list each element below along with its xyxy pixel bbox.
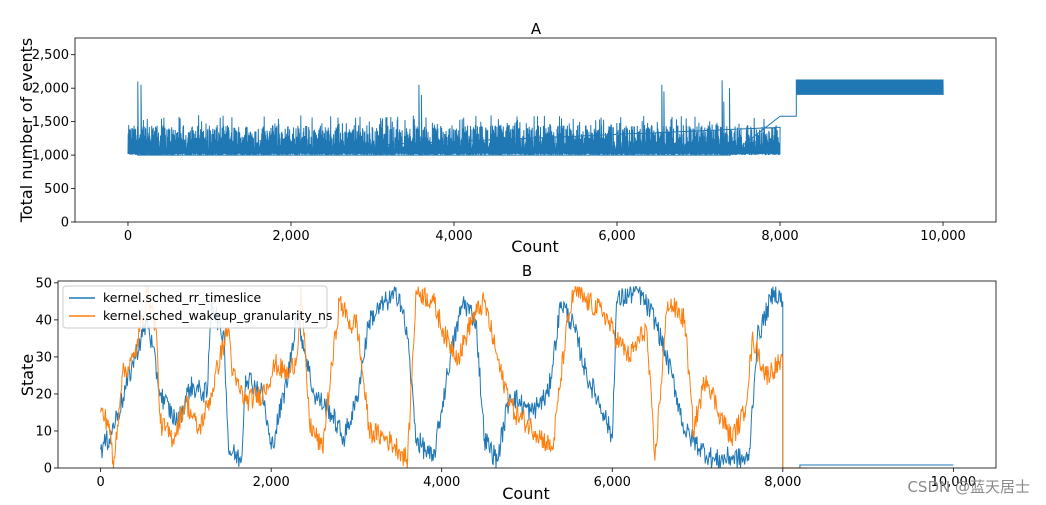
legend-label-rr-timeslice: kernel.sched_rr_timeslice xyxy=(103,290,262,305)
panel-b-y-tick-label: 50 xyxy=(35,276,52,291)
legend: kernel.sched_rr_timeslice kernel.sched_w… xyxy=(62,285,332,329)
panel-b-x-tick-label: 8,000 xyxy=(764,475,801,490)
panel-a-x-tick-label: 10,000 xyxy=(920,229,966,244)
panel-b-x-tick-label: 0 xyxy=(96,475,104,490)
panel-a-x-tick-label: 8,000 xyxy=(761,229,798,244)
panel-a-y-tick-label: 500 xyxy=(44,182,69,197)
panel-b-y-tick-label: 20 xyxy=(35,387,52,402)
panel-b: B 0 10 20 30 40 50 0 2,000 4,000 6,000 8,000 10,00… xyxy=(18,262,997,503)
panel-b-x-axis-label: Count xyxy=(502,484,550,503)
panel-a-y-ticks: 0 500 1,000 1,500 2,000 2,500 xyxy=(32,48,75,231)
series-wakeup-granularity-line xyxy=(100,286,809,469)
panel-b-x-tick-label: 10,000 xyxy=(931,475,977,490)
panel-a-y-tick-label: 2,000 xyxy=(32,82,69,97)
panel-a-x-axis-label: Count xyxy=(511,237,559,256)
panel-a-y-axis-label: Total number of events xyxy=(17,38,36,223)
panel-b-x-tick-label: 4,000 xyxy=(423,475,460,490)
panel-b-x-tick-label: 2,000 xyxy=(253,475,290,490)
panel-b-y-tick-label: 30 xyxy=(35,350,52,365)
panel-a-title: A xyxy=(531,20,542,38)
panel-a-frame xyxy=(74,37,997,223)
panel-a-y-tick-label: 1,000 xyxy=(32,149,69,164)
panel-b-y-tick-label: 0 xyxy=(44,462,52,477)
watermark: CSDN @蓝天居士 xyxy=(907,478,1030,496)
panel-a-plot xyxy=(127,79,944,157)
panel-a-x-tick-label: 6,000 xyxy=(598,229,635,244)
panel-b-frame xyxy=(57,280,997,469)
panel-a-x-tick-label: 0 xyxy=(124,229,132,244)
panel-a-y-tick-label: 1,500 xyxy=(32,115,69,130)
legend-label-wakeup-granularity: kernel.sched_wakeup_granularity_ns xyxy=(103,308,332,323)
panel-a: A 0 500 1,000 1,500 2,000 2,500 0 2,000 4,000 6,… xyxy=(17,20,997,256)
panel-b-y-axis-label: State xyxy=(18,354,37,396)
series-total-events-line xyxy=(127,79,944,157)
panel-a-y-tick-label: 2,500 xyxy=(32,48,69,63)
panel-b-x-tick-label: 6,000 xyxy=(594,475,631,490)
legend-box xyxy=(62,285,328,329)
panel-b-y-tick-label: 40 xyxy=(35,313,52,328)
panel-b-y-tick-label: 10 xyxy=(35,424,52,439)
panel-a-x-tick-label: 2,000 xyxy=(272,229,309,244)
panel-a-y-tick-label: 0 xyxy=(61,216,69,231)
panel-a-x-ticks: 0 2,000 4,000 6,000 8,000 10,000 xyxy=(124,222,966,244)
panel-b-y-ticks: 0 10 20 30 40 50 xyxy=(35,276,58,477)
panel-a-x-tick-label: 4,000 xyxy=(435,229,472,244)
panel-b-x-ticks: 0 2,000 4,000 6,000 8,000 10,000 xyxy=(96,468,976,490)
panel-b-title: B xyxy=(522,262,532,280)
